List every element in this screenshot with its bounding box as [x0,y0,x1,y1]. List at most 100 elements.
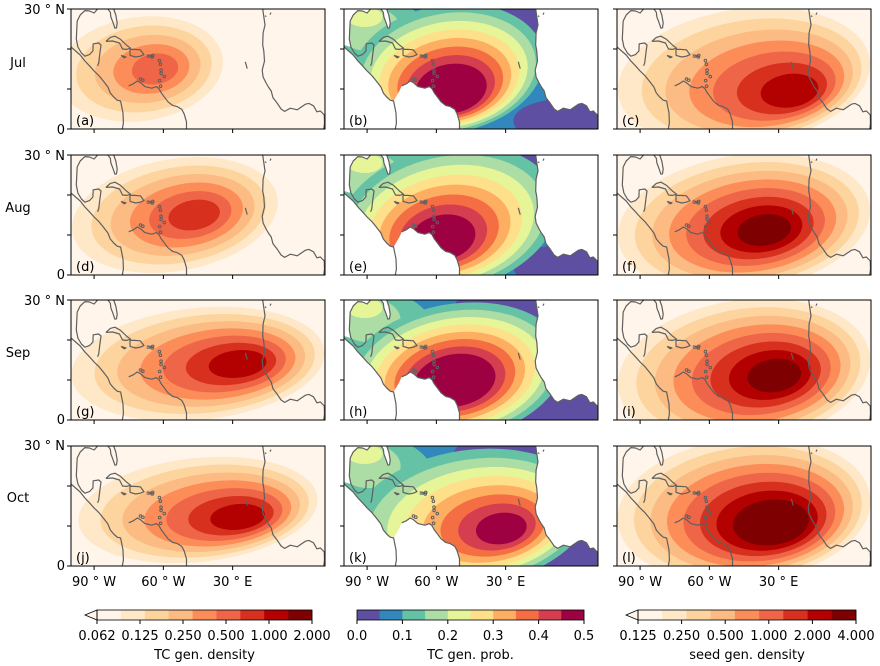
coastline [378,181,405,196]
panel-label: (a) [76,114,94,129]
contour-level [737,214,792,246]
coastline [675,339,691,349]
coastline [419,54,424,58]
coastline [261,300,325,420]
x-tick-labels: 90 ° W 60 ° W 30 ° E 90 ° W 60 ° W 30 ° E 90 °… [72,575,798,590]
coastline [105,181,132,196]
island [696,53,701,58]
coastline [517,498,521,506]
coastline [244,207,248,215]
island [432,217,436,222]
contour-level [208,349,267,379]
y-tick-label-30n: 30 ° N [24,149,65,164]
colorbar-swatch [783,610,808,620]
colorbar-tick-label: 2.000 [794,629,831,644]
panel-frame [616,299,872,421]
coastline [120,491,127,496]
coastline [653,446,664,466]
coastline [621,9,648,67]
island [703,204,708,209]
coastline [815,12,818,15]
coastline [261,446,325,566]
coastline [107,155,118,175]
coastline [621,300,648,358]
contour-level [210,503,265,530]
y-tick-label-30n: 30 ° N [24,294,65,309]
coastline [344,192,397,275]
colorbar-tick-label: 0.3 [483,629,504,644]
coastline [666,200,673,205]
coastline [105,472,132,487]
coastline [537,306,540,309]
coastline [393,491,400,496]
coastline [674,80,734,129]
colorbar-swatch [662,610,687,620]
island [423,53,428,58]
island [158,353,163,358]
colorbar-label: seed gen. density [689,648,805,663]
land-mask [344,155,371,193]
island [423,201,428,205]
contour-field [344,446,598,566]
island [431,84,436,88]
coastline [128,517,188,566]
coastline [617,192,670,275]
coastline [348,155,375,213]
x-tick-label: 30 ° E [759,575,799,590]
row-label-jul: Jul [9,56,26,71]
island [435,511,440,516]
panel-frame [343,445,599,567]
island [150,53,155,58]
island [696,492,701,496]
coastline [269,303,272,306]
colorbar-tick-label: 0.250 [164,629,201,644]
contour-field [71,155,325,275]
panel-label: (l) [622,551,636,566]
panel-c: (c) [613,8,872,133]
coastline [146,54,151,58]
island [141,515,145,520]
coastline [807,155,871,275]
island [705,68,709,72]
coastline [674,371,734,420]
colorbar-swatch [144,610,169,620]
panel-label: (j) [76,551,90,566]
island [157,204,162,209]
coastline [621,155,648,213]
y-tick-label-0: 0 [57,559,65,574]
land-mask [393,372,460,420]
land-mask [535,9,598,129]
contour-field [344,9,598,129]
coastline [71,337,124,420]
island [423,199,428,204]
panel-label: (c) [622,114,639,129]
colorbar-label: TC gen. prob. [426,648,514,663]
island [435,74,440,79]
colorbar-swatch [561,610,585,620]
island [432,359,436,364]
panel-label: (k) [349,551,367,566]
coastline [692,54,697,58]
coastline [107,9,118,29]
colorbar-swatch [710,610,736,620]
island [430,369,435,374]
coastline [653,155,664,175]
contour-level [433,80,471,108]
colorbar-tick-label: 0.1 [392,629,413,644]
coastline [402,194,418,204]
coastline [146,200,151,204]
panel-d: (d) [67,154,326,279]
coastline [534,300,598,420]
island [431,499,436,504]
island [431,230,436,234]
coastline [810,306,813,309]
land-mask [344,9,371,47]
island [435,365,440,370]
island [162,74,167,79]
panel-frame [616,154,872,276]
island [705,71,709,76]
coastline [675,48,691,58]
land-mask [344,338,397,420]
coastline [517,352,521,360]
island [150,490,155,495]
